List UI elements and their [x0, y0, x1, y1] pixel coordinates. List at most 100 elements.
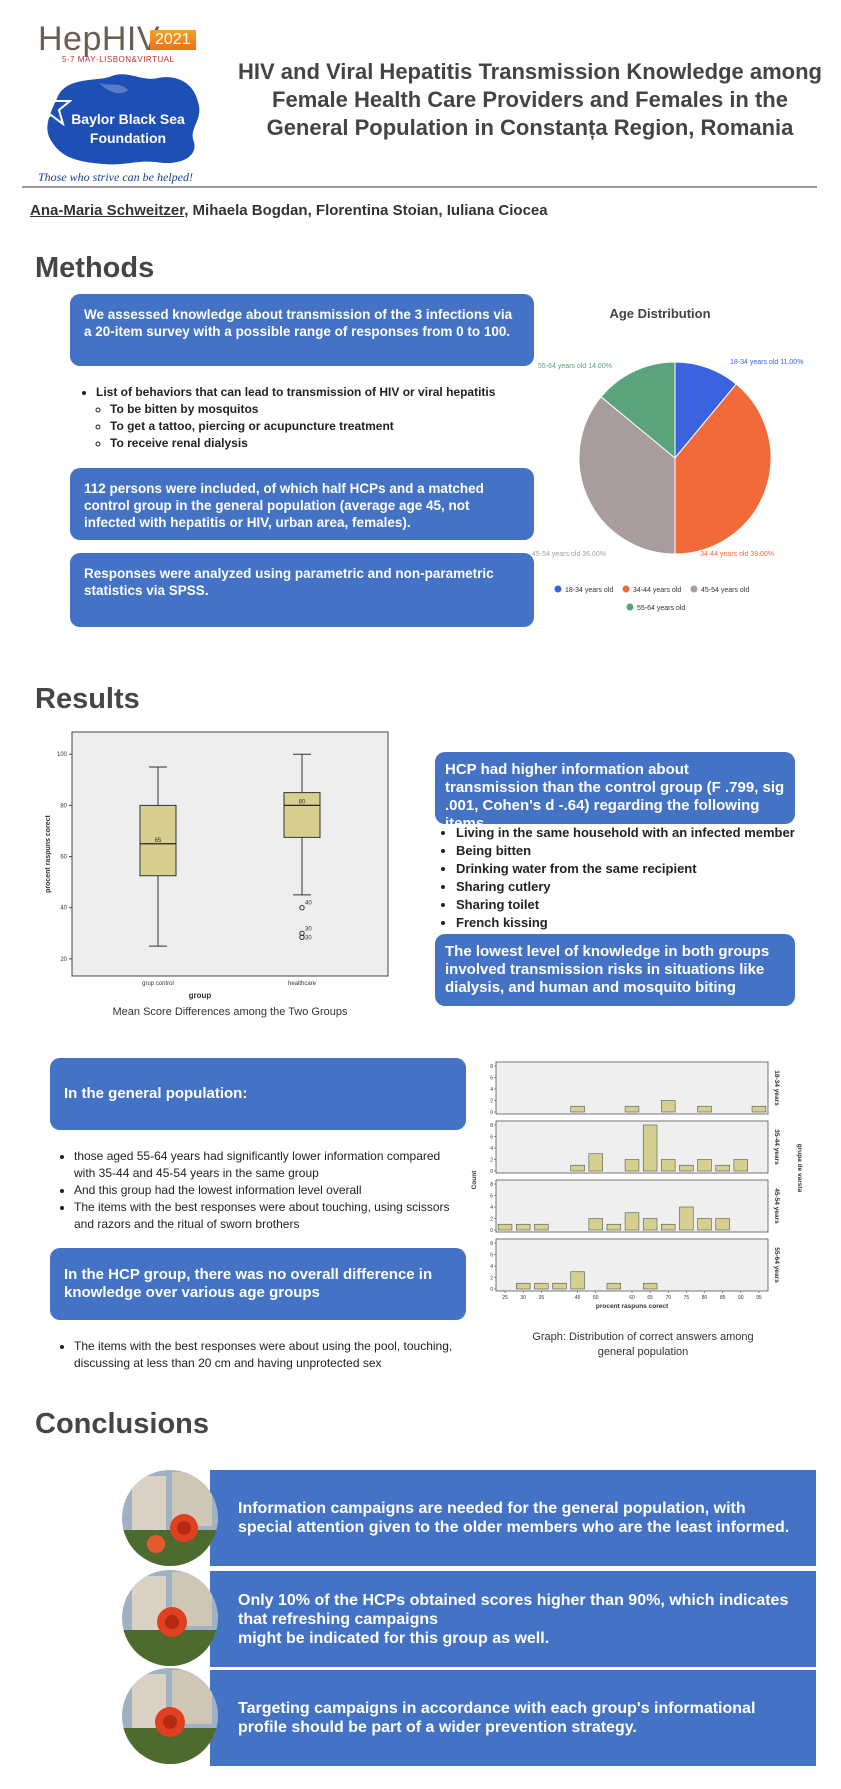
- histogram-bar: [715, 1218, 730, 1231]
- histogram-bar: [552, 1282, 567, 1290]
- y-tick-label: 4: [490, 1087, 493, 1093]
- y-tick-label: 8: [490, 1182, 493, 1188]
- y-tick-label: 0: [490, 1228, 493, 1234]
- y-axis-label: procent raspuns corect: [45, 814, 52, 892]
- y-tick-label: 2: [490, 1099, 493, 1105]
- y-tick-label: 2: [490, 1217, 493, 1223]
- histogram-bar: [624, 1105, 640, 1113]
- hcp-item: Sharing cutlery: [456, 878, 800, 896]
- gen-pop-item: And this group had the lowest informatio…: [74, 1182, 458, 1199]
- methods-analysis-box: Responses were analyzed using parametric…: [70, 553, 534, 627]
- legend-marker: [622, 585, 630, 593]
- y-tick-label: 2: [490, 1276, 493, 1282]
- histogram-bar: [661, 1223, 676, 1231]
- pie-slice: [600, 361, 676, 460]
- x-tick-label: 35: [539, 1295, 545, 1301]
- histogram-bar: [516, 1282, 531, 1290]
- histogram-bar: [697, 1159, 712, 1172]
- median-label: 65: [155, 838, 162, 844]
- histogram-bar: [588, 1218, 603, 1231]
- y-tick-label: 60: [60, 855, 67, 861]
- histogram-bar: [624, 1212, 640, 1231]
- x-tick-label: 65: [647, 1295, 653, 1301]
- x-tick-label: 70: [665, 1295, 671, 1301]
- conclusion-item-1: Information campaigns are needed for the…: [210, 1470, 816, 1566]
- plot-frame: [71, 731, 389, 977]
- panel-frame: [495, 1061, 769, 1115]
- pie-slice-label: 34-44 years old 39.00%: [700, 551, 774, 558]
- x-axis-label: procent raspuns corect: [596, 1303, 669, 1310]
- general-population-list: those aged 55-64 years had significantly…: [58, 1148, 458, 1233]
- x-tick-label: 45: [575, 1295, 581, 1301]
- box: [139, 804, 177, 877]
- star-icon: [30, 86, 72, 126]
- histogram-bar: [624, 1159, 640, 1172]
- x-tick-label: 90: [738, 1295, 744, 1301]
- conclusion-item-3: Targeting campaigns in accordance with e…: [210, 1670, 816, 1766]
- histogram-bar: [588, 1153, 603, 1172]
- behavior-item: To get a tattoo, piercing or acupuncture…: [110, 418, 500, 435]
- boxplot-caption: Mean Score Differences among the Two Gro…: [112, 1006, 348, 1018]
- legend-label: 34-44 years old: [633, 587, 681, 594]
- panel-label: 55-64 years: [773, 1247, 780, 1283]
- y-tick-label: 6: [490, 1135, 493, 1141]
- histogram-bar: [715, 1164, 730, 1172]
- methods-survey-box: We assessed knowledge about transmission…: [70, 294, 534, 366]
- legend-marker: [626, 603, 634, 611]
- histogram-bar: [570, 1105, 585, 1113]
- x-tick-label: 50: [593, 1295, 599, 1301]
- lowest-knowledge-box: The lowest level of knowledge in both gr…: [435, 934, 795, 1006]
- y-tick-label: 4: [490, 1205, 493, 1211]
- histogram-bar: [606, 1282, 622, 1290]
- y-tick-label: 6: [490, 1253, 493, 1259]
- results-heading: Results: [35, 683, 140, 715]
- hcp-item: Being bitten: [456, 842, 800, 860]
- legend-label: 18-34 years old: [565, 587, 613, 594]
- y-tick-label: 6: [490, 1194, 493, 1200]
- x-tick-label: 80: [702, 1295, 708, 1301]
- y-tick-label: 4: [490, 1264, 493, 1270]
- outlier-point: [299, 934, 305, 941]
- histogram-bar: [642, 1282, 658, 1290]
- histogram-bar: [497, 1223, 513, 1231]
- histogram-bar: [679, 1206, 694, 1231]
- x-tick-label: grup control: [142, 981, 174, 987]
- panel-label: 35-44 years: [773, 1129, 780, 1165]
- foundation-name: Baylor Black Sea Foundation: [71, 111, 185, 146]
- hcp-group-list: The items with the best responses were a…: [58, 1338, 458, 1372]
- gen-pop-item: The items with the best responses were a…: [74, 1199, 458, 1233]
- x-tick-label: 95: [756, 1295, 762, 1301]
- conclusion-text: Only 10% of the HCPs obtained scores hig…: [238, 1591, 789, 1647]
- y-tick-label: 80: [60, 803, 67, 809]
- hcp-item: Drinking water from the same recipient: [456, 860, 800, 878]
- histogram-bar: [516, 1223, 531, 1231]
- score-histogram-panels: 0 2 4 6 8 18-34 years 0 2 4 6 8 35-44 years 0 2 4 6 8 45-…: [471, 1061, 803, 1310]
- behavior-item: To receive renal dialysis: [110, 435, 500, 452]
- box: [283, 792, 321, 838]
- gen-pop-item: those aged 55-64 years had significantly…: [74, 1148, 458, 1182]
- conclusion-text: Targeting campaigns in accordance with e…: [238, 1700, 756, 1736]
- histogram-bar: [642, 1218, 658, 1231]
- other-authors: , Mihaela Bogdan, Florentina Stoian, Iul…: [184, 202, 548, 219]
- histogram-bar: [642, 1124, 658, 1172]
- histogram-bar: [697, 1105, 712, 1113]
- first-author: Ana-Maria Schweitzer: [30, 202, 185, 219]
- x-tick-label: healthcare: [288, 981, 317, 987]
- histogram-bar: [570, 1271, 585, 1290]
- y-tick-label: 8: [490, 1241, 493, 1247]
- y-tick-label: 8: [490, 1064, 493, 1070]
- y-tick-label: 6: [490, 1076, 493, 1082]
- behaviors-list-title-text: List of behaviors that can lead to trans…: [96, 385, 496, 399]
- hcp-item: French kissing: [456, 914, 800, 932]
- outlier-label: 30: [305, 926, 312, 932]
- conclusion-item-2: Only 10% of the HCPs obtained scores hig…: [210, 1571, 816, 1667]
- author-list: Ana-Maria Schweitzer, Mihaela Bogdan, Fl…: [30, 202, 548, 219]
- score-boxplot: 20 40 60 80 100 procent raspuns corect 65 grup …: [45, 731, 389, 1000]
- rose-photo: [122, 1668, 218, 1764]
- facet-label: grupa de varsta: [796, 1144, 803, 1193]
- pie-slice-label: 45-54 years old 36.00%: [532, 551, 606, 558]
- hcp-higher-info-box: HCP had higher information about transmi…: [435, 752, 795, 832]
- y-tick-label: 2: [490, 1158, 493, 1164]
- y-axis-label: Count: [471, 1170, 478, 1190]
- foundation-motto: Those who strive can be helped!: [38, 170, 193, 184]
